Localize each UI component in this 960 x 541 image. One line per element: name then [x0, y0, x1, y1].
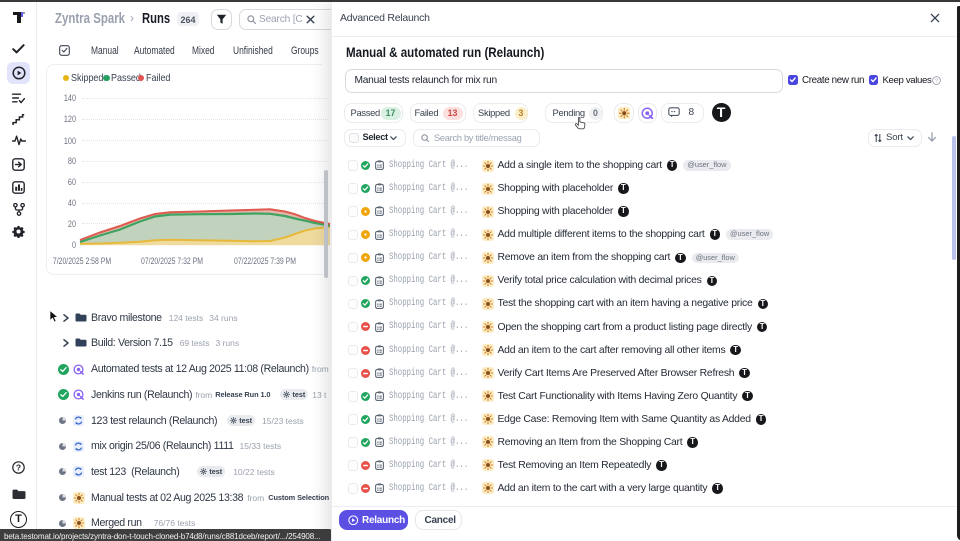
svg-text:?: ? [934, 78, 938, 84]
svg-text:?: ? [16, 462, 21, 472]
